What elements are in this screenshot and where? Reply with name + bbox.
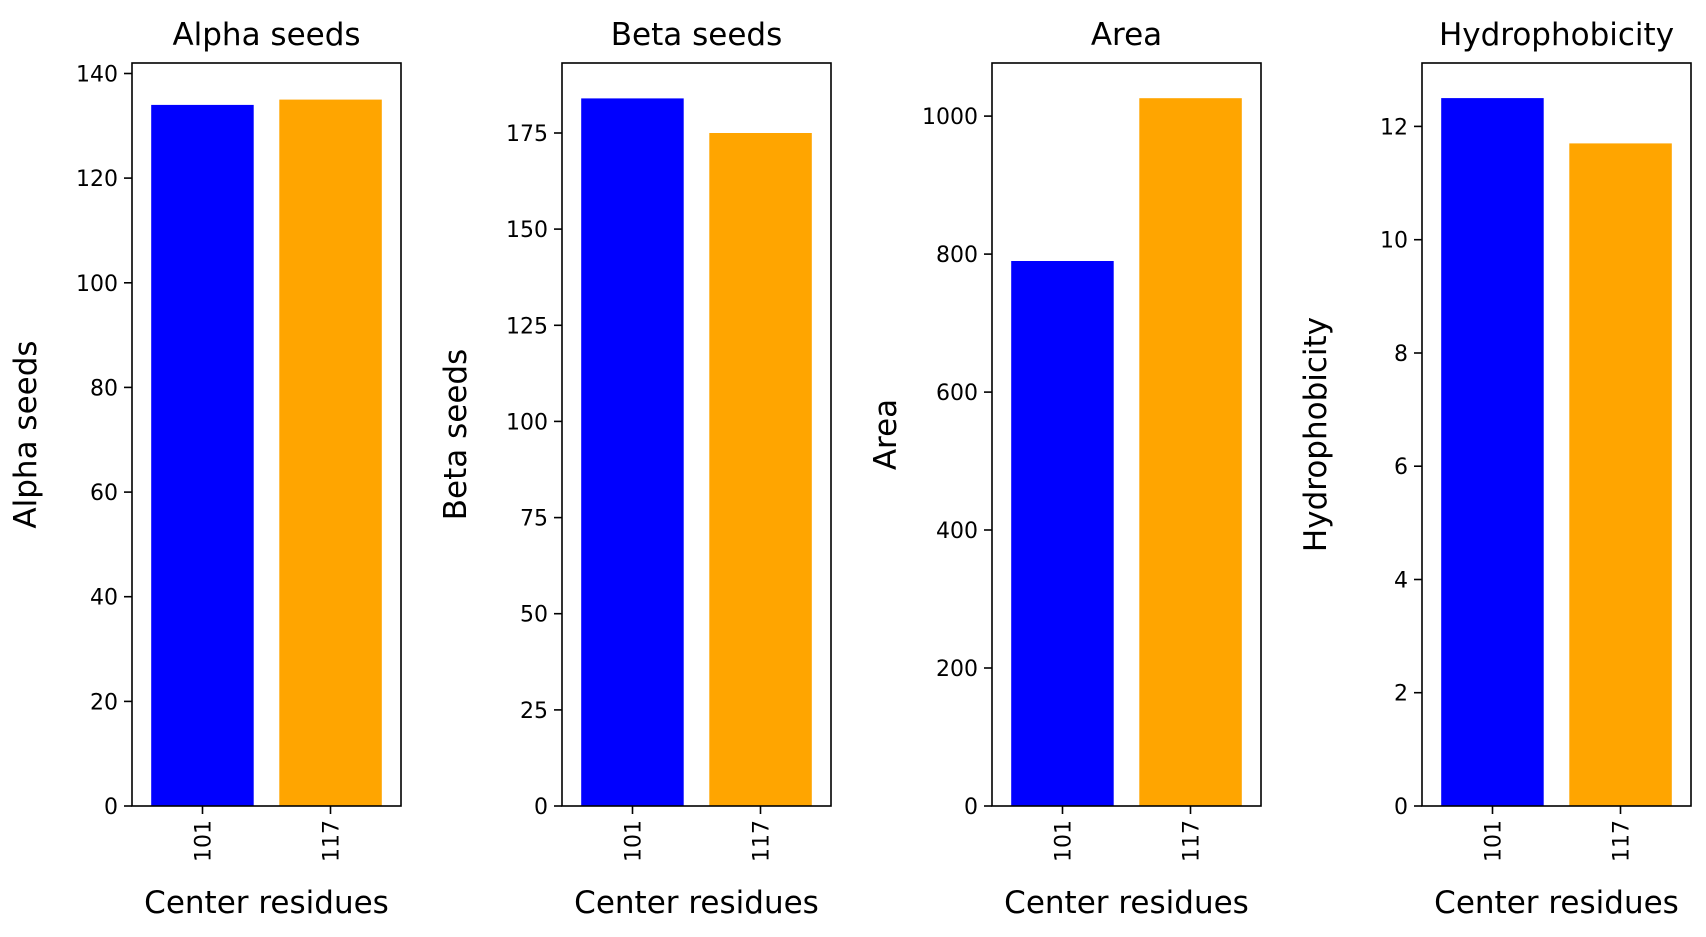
y-tick-label: 0 (1394, 795, 1408, 820)
x-axis-label: Center residues (1004, 885, 1249, 921)
y-tick-label: 60 (90, 481, 118, 506)
bar (1569, 143, 1672, 806)
y-tick-label: 175 (506, 122, 548, 147)
bar (581, 98, 684, 806)
x-tick-label: 101 (1482, 820, 1507, 862)
y-tick-label: 100 (506, 410, 548, 435)
y-tick-label: 8 (1394, 342, 1408, 367)
y-tick-label: 0 (534, 795, 548, 820)
chart-title: Hydrophobicity (1439, 17, 1674, 53)
x-axis-label: Center residues (574, 885, 819, 921)
y-tick-label: 600 (936, 381, 978, 406)
x-tick-label: 101 (1052, 820, 1077, 862)
x-tick-label: 117 (1180, 820, 1205, 862)
chart-title: Area (1091, 17, 1162, 53)
x-tick-label: 117 (750, 820, 775, 862)
x-axis-label: Center residues (144, 885, 389, 921)
bar (151, 104, 254, 806)
y-axis-label: Area (868, 399, 904, 470)
y-tick-label: 4 (1394, 569, 1408, 594)
y-axis-label: Beta seeds (438, 349, 474, 520)
bar (1139, 98, 1242, 806)
x-tick-label: 117 (320, 820, 345, 862)
y-tick-label: 140 (76, 63, 118, 88)
subplot-1: 0 20 40 60 80 100 120 140 101 117 Alpha seeds Cente… (8, 17, 402, 921)
y-axis-label: Alpha seeds (8, 340, 44, 528)
axes-frame (561, 62, 832, 807)
y-tick-label: 100 (76, 272, 118, 297)
y-tick-label: 1000 (922, 105, 978, 130)
y-axis-label: Hydrophobicity (1298, 317, 1334, 552)
axes-frame (131, 62, 402, 807)
y-tick-label: 12 (1380, 115, 1408, 140)
y-tick-label: 400 (936, 519, 978, 544)
x-tick-label: 117 (1610, 820, 1635, 862)
y-tick-label: 0 (104, 795, 118, 820)
bar (279, 99, 382, 807)
bar (709, 133, 812, 806)
y-tick-label: 800 (936, 243, 978, 268)
subplot-2: 0 25 50 75 100 125 150 175 101 117 Beta seeds Cente… (438, 17, 832, 921)
bar (1441, 98, 1544, 807)
y-tick-label: 125 (506, 314, 548, 339)
x-axis-label: Center residues (1434, 885, 1679, 921)
y-tick-label: 50 (520, 603, 548, 628)
y-tick-label: 20 (90, 690, 118, 715)
y-tick-label: 200 (936, 657, 978, 682)
y-tick-label: 40 (90, 586, 118, 611)
y-tick-label: 2 (1394, 682, 1408, 707)
y-tick-label: 75 (520, 507, 548, 532)
axes-frame (1421, 62, 1692, 807)
y-tick-label: 150 (506, 218, 548, 243)
bar (1011, 261, 1114, 806)
axes-frame (991, 62, 1262, 807)
y-tick-label: 80 (90, 376, 118, 401)
chart-title: Alpha seeds (172, 17, 360, 53)
y-tick-label: 25 (520, 699, 548, 724)
x-tick-label: 101 (622, 820, 647, 862)
y-tick-label: 10 (1380, 229, 1408, 254)
chart-title: Beta seeds (611, 17, 782, 53)
y-tick-label: 0 (964, 795, 978, 820)
subplot-4: 0 2 4 6 8 10 12 101 117 Hydrophobicity Center resi… (1298, 17, 1692, 921)
y-tick-label: 120 (76, 167, 118, 192)
x-tick-label: 101 (192, 820, 217, 862)
subplot-3: 0 200 400 600 800 1000 101 117 Area Center residu… (868, 17, 1262, 921)
y-tick-label: 6 (1394, 455, 1408, 480)
